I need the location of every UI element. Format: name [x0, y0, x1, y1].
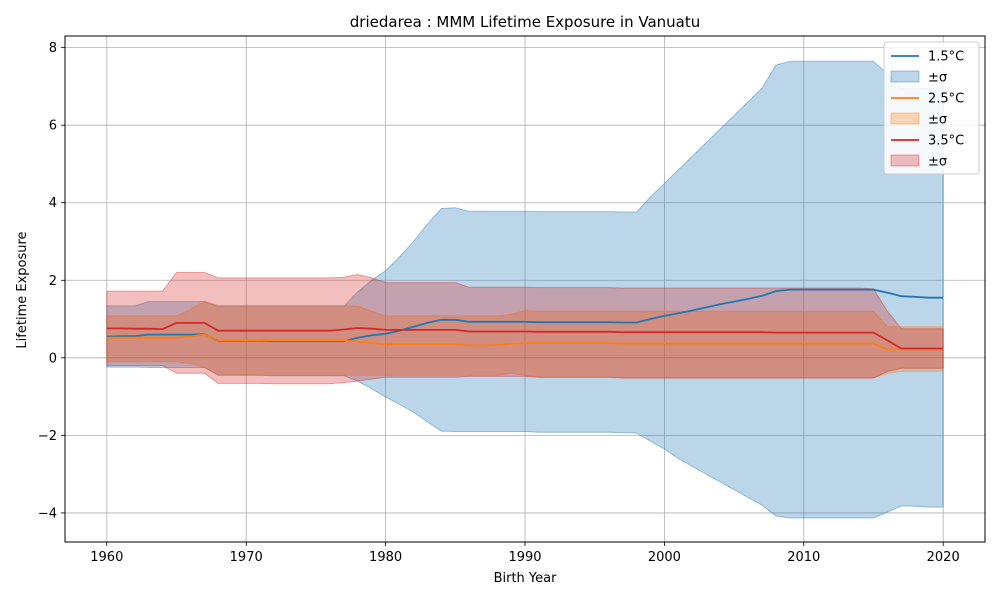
legend-box: [883, 41, 980, 175]
x-tick-label: 1960: [90, 550, 123, 565]
x-tick-label: 2010: [787, 550, 820, 565]
x-tick-label: 1990: [508, 550, 541, 565]
legend-label: 2.5°C: [928, 92, 964, 107]
legend-band-swatch: [890, 154, 920, 167]
sigma-band-0: [106, 60, 944, 519]
legend-label: ±σ: [928, 155, 947, 170]
legend-label: 1.5°C: [928, 50, 964, 65]
x-axis-title: Birth Year: [494, 571, 558, 586]
sigma-band-1: [106, 300, 944, 379]
legend-label: 3.5°C: [928, 134, 964, 149]
sigma-band-2: [106, 272, 944, 385]
x-tick-label: 2020: [927, 550, 960, 565]
series-lines: [106, 288, 944, 351]
y-tick-label: −4: [38, 506, 57, 521]
y-tick-label: 0: [49, 351, 57, 366]
y-axis-title: Lifetime Exposure: [15, 231, 30, 348]
y-tick-label: 8: [49, 41, 57, 56]
legend-label: ±σ: [928, 71, 947, 86]
legend-band-swatch: [890, 112, 920, 125]
legend-band-swatch: [890, 70, 920, 83]
sigma-bands: [106, 60, 944, 519]
legend: 1.5°C ±σ 2.5°C ±σ 3.5°C ±σ: [883, 41, 980, 175]
mean-line-1: [106, 333, 944, 351]
x-tick-label: 2000: [648, 550, 681, 565]
axis-ticks: 1960 1970 1980 1990 2000 2010 2020 −4 −2 0 2 4 6 8: [38, 41, 960, 565]
mean-line-2: [106, 321, 944, 350]
x-tick-label: 1980: [369, 550, 402, 565]
x-tick-label: 1970: [230, 550, 263, 565]
chart-title: driedarea : MMM Lifetime Exposure in Van…: [350, 13, 700, 31]
y-tick-label: −2: [38, 429, 57, 444]
y-tick-label: 6: [49, 119, 57, 134]
y-tick-label: 4: [49, 196, 57, 211]
legend-label: ±σ: [928, 113, 947, 128]
y-tick-label: 2: [49, 274, 57, 289]
